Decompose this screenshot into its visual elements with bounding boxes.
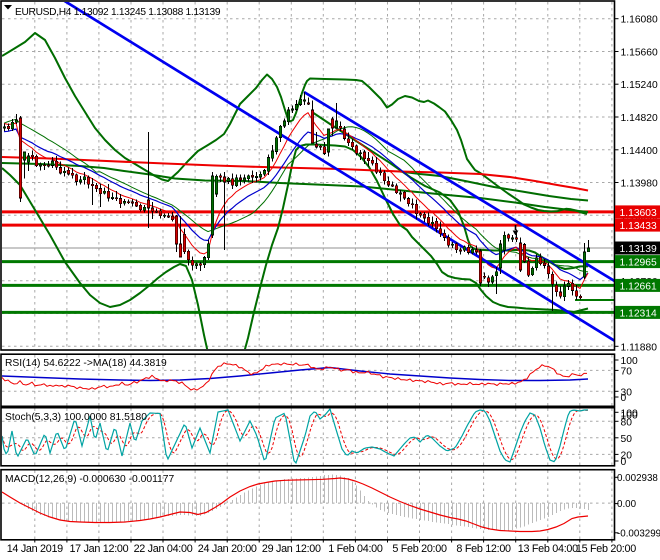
svg-text:29 Jan 12:00: 29 Jan 12:00 <box>262 543 321 555</box>
svg-text:20: 20 <box>621 450 633 461</box>
svg-text:1.14400: 1.14400 <box>621 146 658 157</box>
svg-text:1.14820: 1.14820 <box>621 113 658 124</box>
svg-text:100: 100 <box>621 408 638 419</box>
svg-text:1.12314: 1.12314 <box>620 308 657 319</box>
svg-text:80: 80 <box>621 417 633 428</box>
svg-text:1.16080: 1.16080 <box>621 15 658 26</box>
svg-text:5 Feb 20:00: 5 Feb 20:00 <box>392 543 447 555</box>
svg-text:1.13980: 1.13980 <box>621 179 658 190</box>
svg-text:RSI(14) 54.6222 ->MA(18) 44.3: RSI(14) 54.6222 ->MA(18) 44.3819 <box>5 358 167 369</box>
svg-text:0: 0 <box>621 393 627 404</box>
svg-text:15 Feb 20:00: 15 Feb 20:00 <box>576 543 636 555</box>
svg-text:100: 100 <box>621 356 638 367</box>
svg-text:1.15660: 1.15660 <box>621 48 658 59</box>
svg-text:30: 30 <box>621 387 633 398</box>
svg-text:Stoch(5,3,3) 100.0000 81.5180: Stoch(5,3,3) 100.0000 81.5180 <box>5 412 147 423</box>
svg-text:24 Jan 20:00: 24 Jan 20:00 <box>198 543 257 555</box>
svg-text:1.13433: 1.13433 <box>620 221 657 232</box>
svg-text:1.12661: 1.12661 <box>620 281 657 292</box>
svg-text:22 Jan 04:00: 22 Jan 04:00 <box>134 543 193 555</box>
svg-text:0.00: 0.00 <box>617 499 637 510</box>
svg-text:70: 70 <box>621 366 633 377</box>
svg-text:17 Jan 12:00: 17 Jan 12:00 <box>69 543 128 555</box>
svg-text:1.11880: 1.11880 <box>621 342 658 353</box>
svg-text:14 Jan 2019: 14 Jan 2019 <box>7 543 63 555</box>
svg-text:50: 50 <box>621 434 633 445</box>
svg-text:1 Feb 04:00: 1 Feb 04:00 <box>328 543 383 555</box>
svg-text:EURUSD,H4 1.13092 1.13245 1.: EURUSD,H4 1.13092 1.13245 1.13088 1.1313… <box>15 7 221 18</box>
svg-text:MACD(12,26,9) -0.000630 -0.001: MACD(12,26,9) -0.000630 -0.001177 <box>5 474 175 485</box>
svg-text:13 Feb 04:00: 13 Feb 04:00 <box>518 543 578 555</box>
svg-text:1.15240: 1.15240 <box>621 80 658 91</box>
svg-text:-0.003299: -0.003299 <box>617 528 660 539</box>
svg-text:0.002938: 0.002938 <box>617 473 658 484</box>
svg-text:8 Feb 12:00: 8 Feb 12:00 <box>456 543 511 555</box>
svg-text:1.13139: 1.13139 <box>620 244 657 255</box>
svg-text:1.12965: 1.12965 <box>620 258 657 269</box>
svg-text:1.13603: 1.13603 <box>620 208 657 219</box>
svg-text:100: 100 <box>621 411 638 422</box>
svg-text:0: 0 <box>621 457 627 468</box>
